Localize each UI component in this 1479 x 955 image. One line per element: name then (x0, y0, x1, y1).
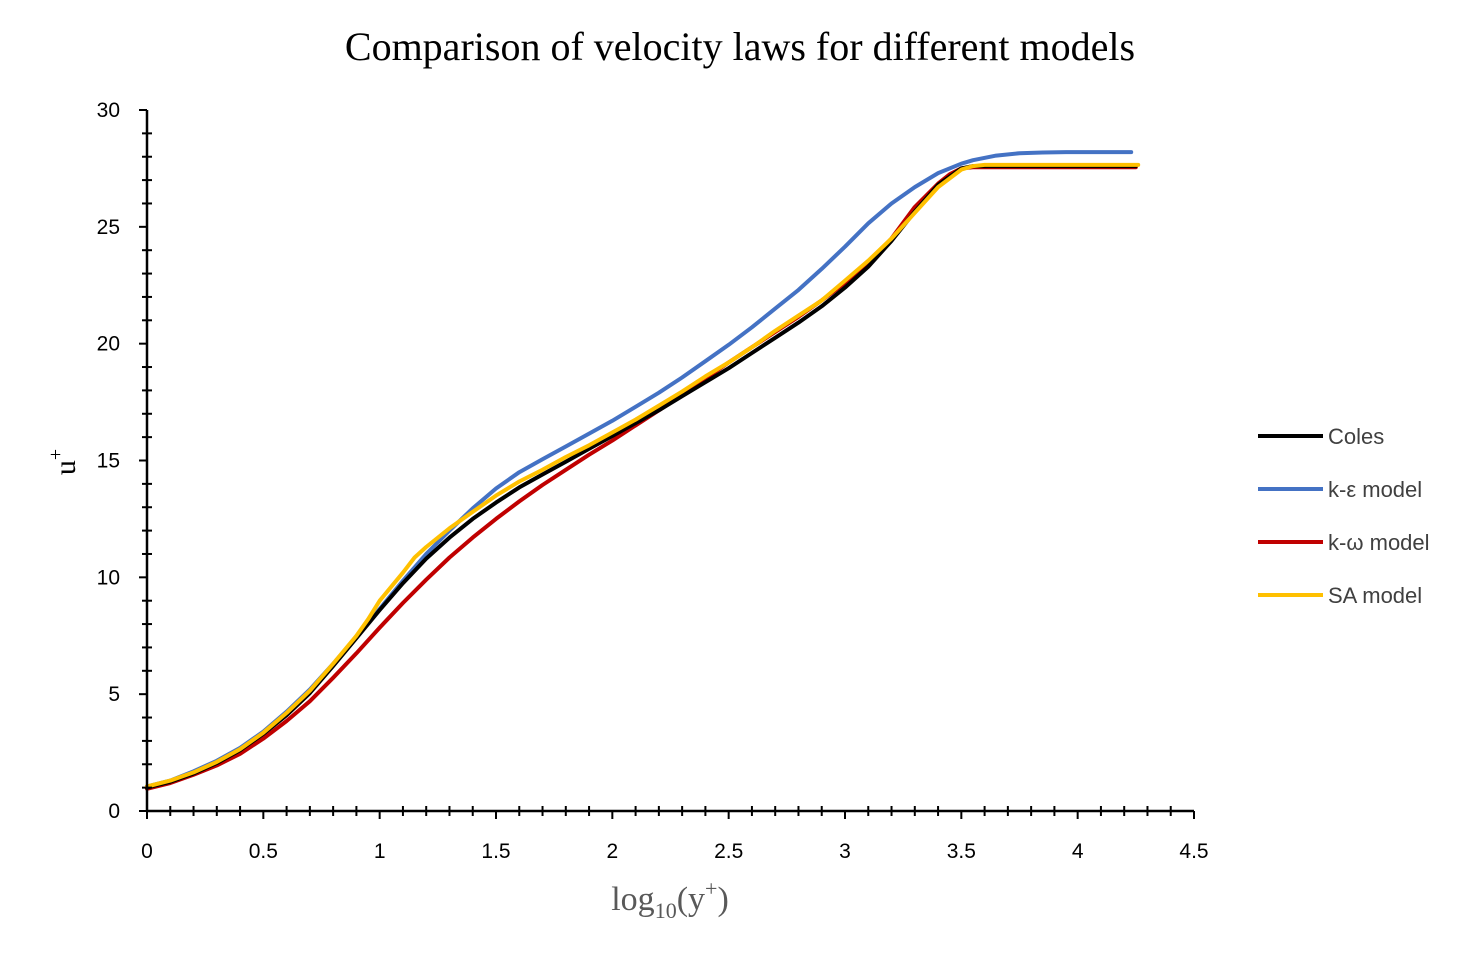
y-tick-label: 0 (108, 800, 120, 823)
chart-title: Comparison of velocity laws for differen… (345, 24, 1135, 69)
x-tick-labels: 0 0.5 1 1.5 2 2.5 3 3.5 4 4.5 (141, 840, 1208, 863)
y-tick-labels: 0 5 10 15 20 25 30 (97, 99, 120, 823)
y-tick-label: 15 (97, 450, 120, 473)
x-tick-label: 2 (606, 840, 618, 863)
x-axis-label-sub: 10 (655, 898, 677, 923)
x-tick-label: 1.5 (481, 840, 510, 863)
x-minor-ticks (146, 806, 1195, 819)
y-tick-label: 30 (97, 99, 120, 122)
x-axis-label-arg: (y (677, 881, 705, 918)
legend: Coles k-ε model k-ω model SA model (1258, 424, 1430, 608)
x-tick-label: 3.5 (947, 840, 976, 863)
legend-label: Coles (1328, 424, 1384, 449)
y-tick-label: 20 (97, 333, 120, 356)
y-tick-label: 10 (97, 566, 120, 589)
y-axis-label: u+ (45, 449, 82, 475)
x-tick-label: 2.5 (714, 840, 743, 863)
x-tick-label: 3 (839, 840, 851, 863)
y-axis-label-base: u (49, 460, 82, 475)
y-axis-label-sup: + (45, 449, 67, 460)
x-tick-label: 1 (374, 840, 386, 863)
y-tick-label: 25 (97, 216, 120, 239)
legend-label: k-ε model (1328, 477, 1422, 502)
legend-label: SA model (1328, 583, 1422, 608)
series-line (145, 165, 1138, 791)
series-line (145, 150, 1134, 789)
series-line (145, 164, 1138, 790)
x-tick-label: 4.5 (1179, 840, 1208, 863)
plot-lines (145, 150, 1141, 791)
y-tick-label: 5 (108, 683, 120, 706)
series-line (145, 162, 1141, 789)
x-tick-label: 0.5 (249, 840, 278, 863)
legend-label: k-ω model (1328, 530, 1430, 555)
x-axis-label-close: ) (717, 881, 728, 918)
y-minor-ticks (139, 109, 152, 812)
x-axis-label: log10(y+) (611, 876, 729, 923)
x-axis-label-sup: + (705, 876, 717, 901)
x-axis-label-base: log (611, 881, 654, 918)
x-tick-label: 4 (1072, 840, 1084, 863)
x-tick-label: 0 (141, 840, 153, 863)
